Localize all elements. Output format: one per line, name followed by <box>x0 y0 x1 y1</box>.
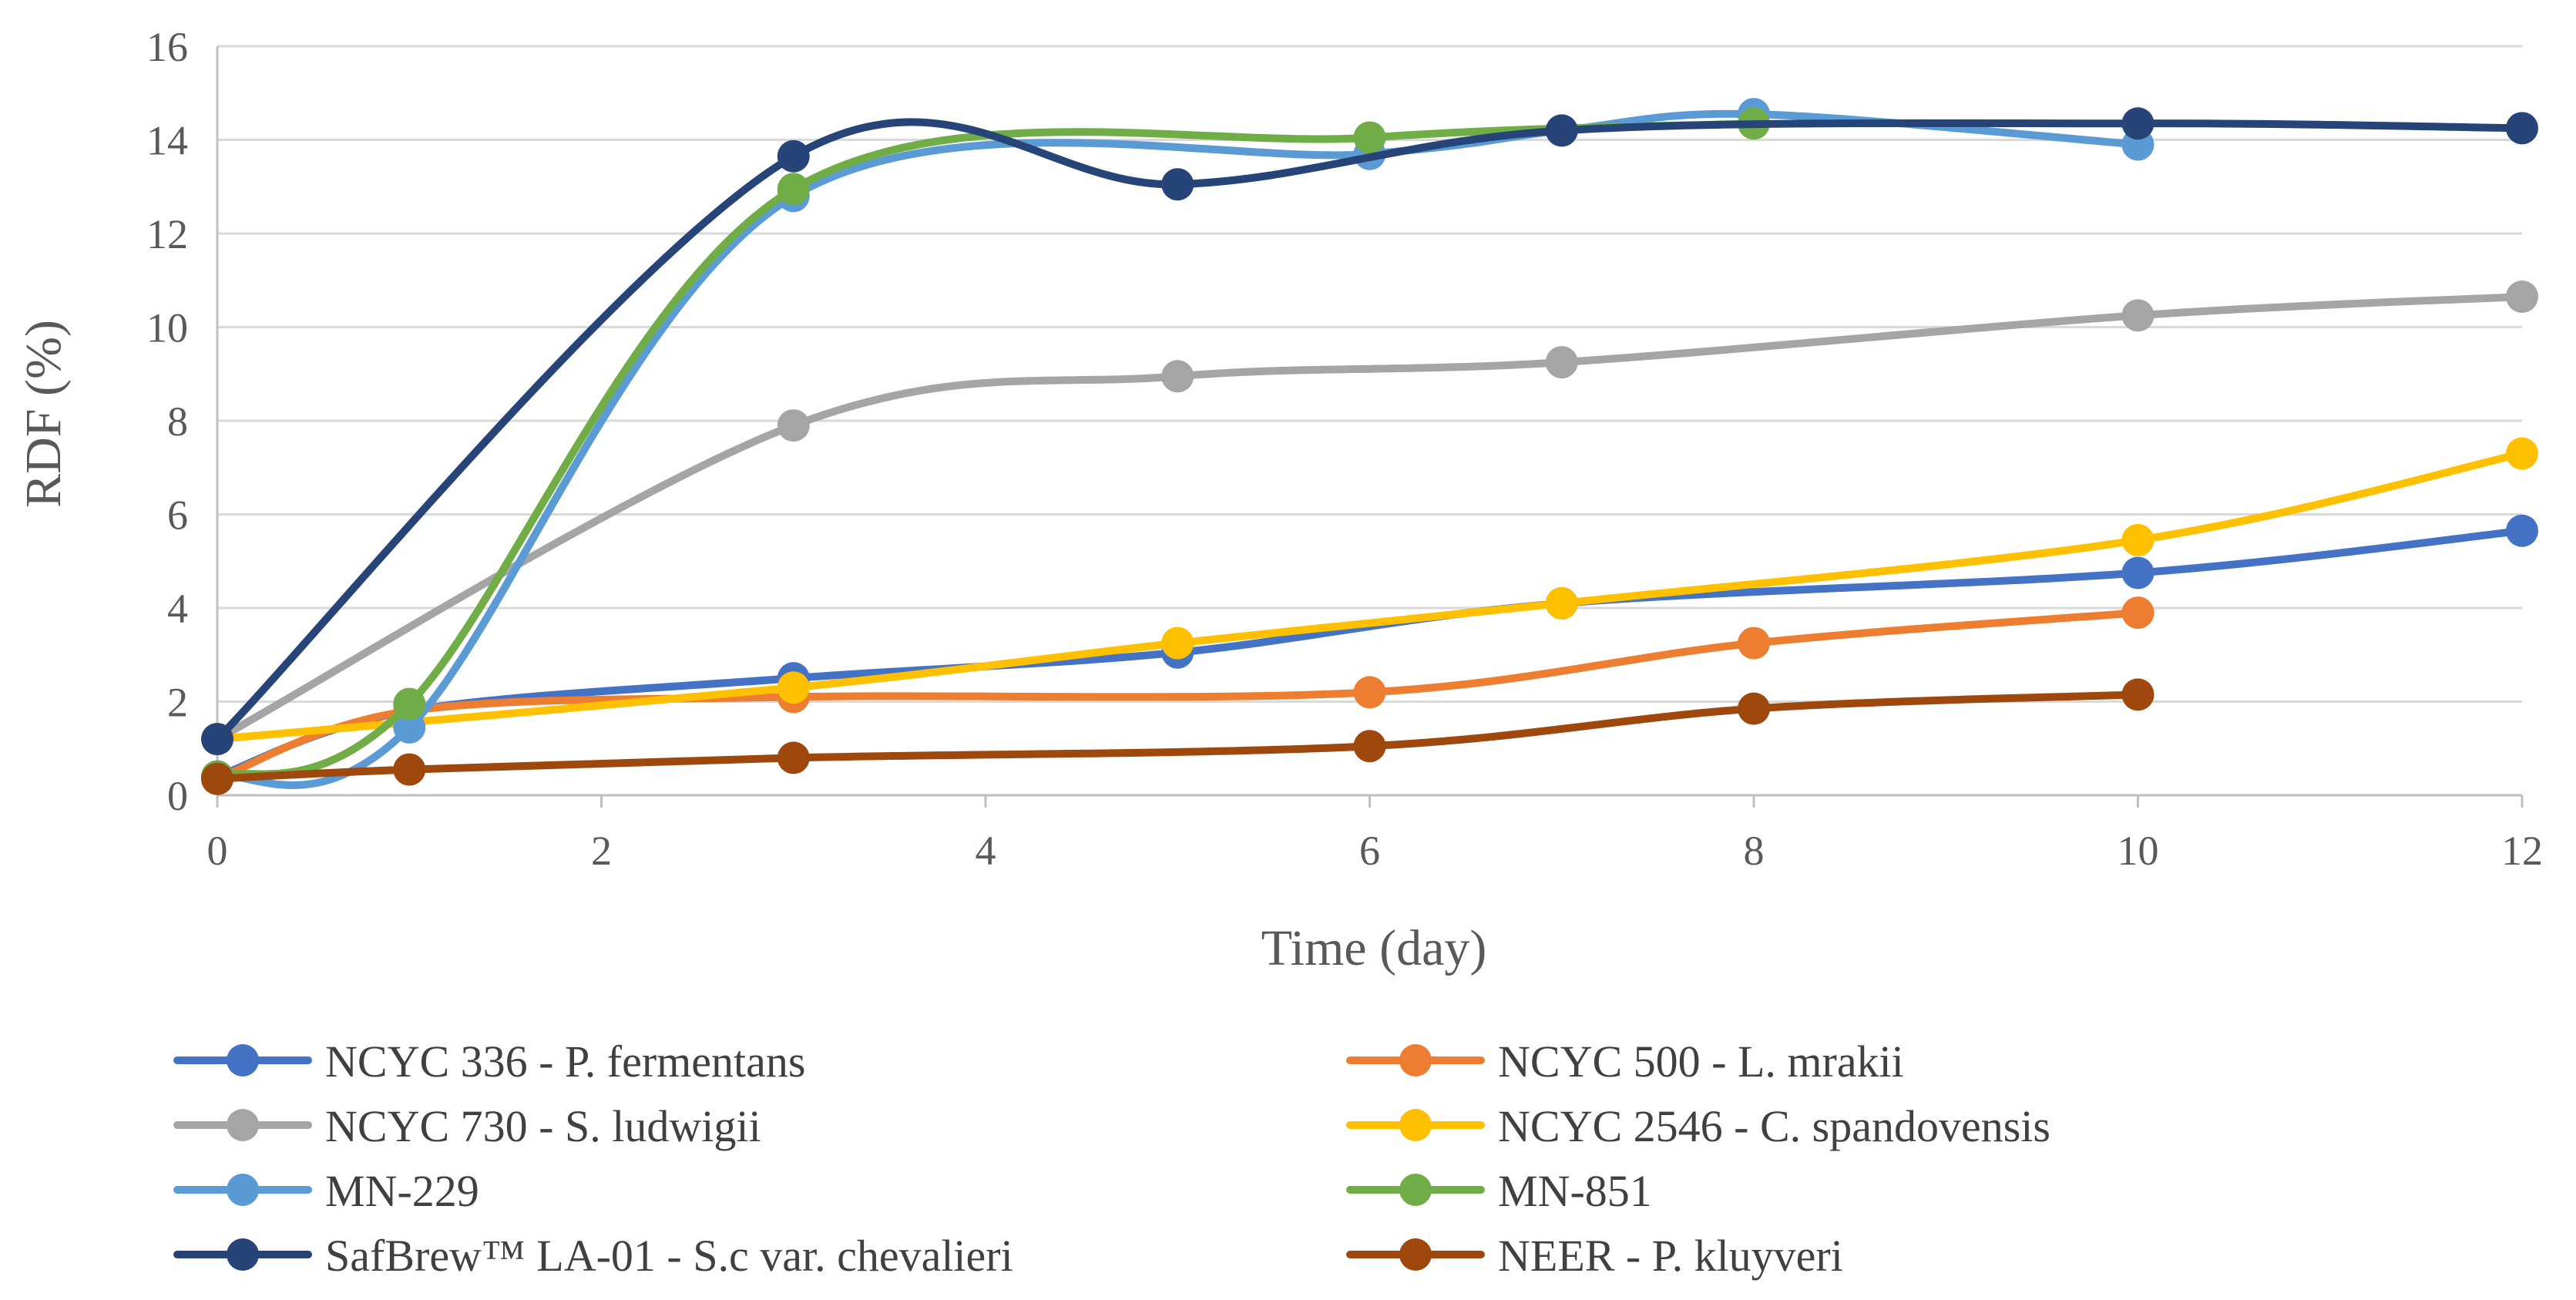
x-tick-label: 4 <box>976 828 996 874</box>
axes <box>216 46 2524 808</box>
y-tick-label: 14 <box>146 118 188 164</box>
data-point <box>2506 437 2538 470</box>
legend-label: NCYC 2546 - C. spandovensis <box>1498 1101 2050 1151</box>
legend-item: MN-229 <box>173 1166 479 1216</box>
x-tick-label: 12 <box>2501 828 2543 874</box>
data-point <box>2506 280 2538 314</box>
data-point <box>2506 112 2538 145</box>
y-tick-label: 4 <box>167 586 188 632</box>
legend-swatch-marker <box>1399 1109 1432 1141</box>
data-point <box>777 409 810 442</box>
legend-item: NCYC 336 - P. fermentans <box>173 1036 805 1087</box>
data-point <box>2121 299 2155 332</box>
legend-item: SafBrew™ LA-01 - S.c var. chevalieri <box>173 1231 1013 1281</box>
data-point <box>777 173 810 206</box>
legend-label: NEER - P. kluyveri <box>1498 1231 1843 1281</box>
y-tick-label: 8 <box>167 398 188 445</box>
data-point <box>393 710 426 744</box>
y-tick-label: 6 <box>167 492 188 539</box>
legend-swatch-marker <box>1399 1174 1432 1206</box>
data-point <box>1161 360 1194 393</box>
data-point <box>777 139 810 173</box>
legend-label: MN-229 <box>325 1166 479 1216</box>
x-tick-label: 8 <box>1744 828 1765 874</box>
data-point <box>1161 626 1194 660</box>
data-point <box>1738 692 1770 725</box>
legend-swatch-marker <box>227 1174 259 1206</box>
series-line <box>213 449 2526 744</box>
y-tick-label: 10 <box>146 305 188 351</box>
legend-item: NCYC 730 - S. ludwigii <box>173 1101 761 1151</box>
data-point <box>777 671 810 704</box>
data-point <box>1545 346 1578 379</box>
legend: NCYC 336 - P. fermentans NCYC 500 - L. mr… <box>173 1036 2050 1281</box>
data-point <box>1161 168 1194 201</box>
legend-swatch-marker <box>1399 1044 1432 1077</box>
legend-swatch-marker <box>1399 1238 1432 1271</box>
tick-labels: 0 2 4 6 8 10 12 14 16 0 2 4 6 8 10 12 <box>146 24 2543 874</box>
legend-label: NCYC 500 - L. mrakii <box>1498 1036 1904 1087</box>
series-3 <box>201 437 2538 756</box>
legend-swatch-marker <box>227 1238 259 1271</box>
x-tick-label: 6 <box>1359 828 1380 874</box>
x-tick-label: 0 <box>207 828 228 874</box>
legend-swatch-marker <box>227 1109 259 1141</box>
data-point <box>201 723 233 756</box>
data-point <box>1353 121 1386 154</box>
series-line <box>213 118 2526 744</box>
data-point <box>1738 626 1770 660</box>
data-point <box>393 687 426 721</box>
x-tick-label: 10 <box>2118 828 2159 874</box>
series-7 <box>201 678 2155 795</box>
data-point <box>2121 596 2155 630</box>
x-axis-title: Time (day) <box>1261 920 1487 976</box>
y-axis-title: RDF (%) <box>15 320 72 508</box>
y-tick-label: 12 <box>146 211 188 257</box>
x-tick-label: 2 <box>591 828 612 874</box>
data-point <box>1545 114 1578 147</box>
legend-item: NEER - P. kluyveri <box>1346 1231 1843 1281</box>
y-tick-label: 16 <box>146 24 188 70</box>
data-point <box>777 741 810 774</box>
series-line <box>213 119 1758 781</box>
data-point <box>2121 556 2155 590</box>
data-point <box>2121 523 2155 556</box>
data-point <box>2121 107 2155 140</box>
legend-label: NCYC 730 - S. ludwigii <box>325 1101 761 1151</box>
data-point <box>1353 730 1386 763</box>
data-point <box>201 762 233 795</box>
data-point <box>393 753 426 786</box>
data-point <box>1545 586 1578 620</box>
legend-item: MN-851 <box>1346 1166 1652 1216</box>
series-line <box>213 690 2142 783</box>
series-4 <box>201 98 2155 793</box>
series-line <box>213 293 2526 744</box>
data-point <box>2506 514 2538 547</box>
y-tick-label: 0 <box>167 773 188 819</box>
series-line <box>213 109 2142 789</box>
legend-swatch-marker <box>227 1044 259 1077</box>
legend-label: MN-851 <box>1498 1166 1652 1216</box>
series-2 <box>201 280 2538 756</box>
series-group <box>201 98 2538 795</box>
data-point <box>2121 678 2155 711</box>
legend-item: NCYC 2546 - C. spandovensis <box>1346 1101 2050 1151</box>
series-6 <box>201 107 2538 756</box>
data-point <box>1353 676 1386 709</box>
y-tick-label: 2 <box>167 680 188 726</box>
legend-item: NCYC 500 - L. mrakii <box>1346 1036 1904 1087</box>
legend-label: NCYC 336 - P. fermentans <box>325 1036 805 1087</box>
legend-label: SafBrew™ LA-01 - S.c var. chevalieri <box>325 1231 1013 1281</box>
